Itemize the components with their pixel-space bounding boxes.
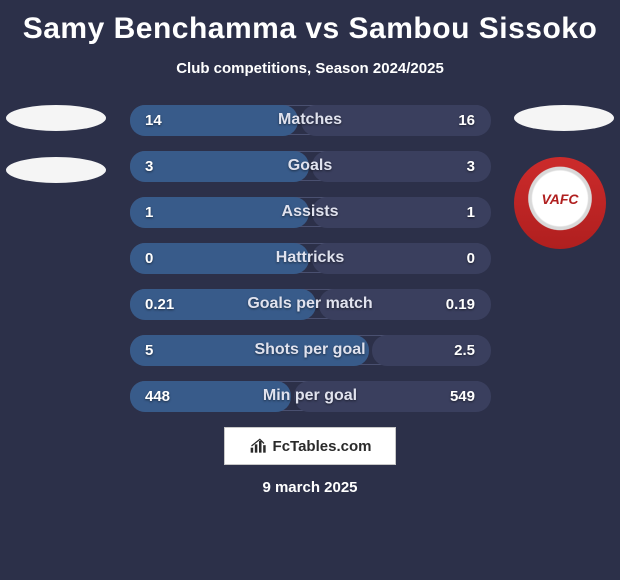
stat-label: Goals per match bbox=[247, 295, 372, 313]
stat-label: Min per goal bbox=[263, 387, 357, 405]
stat-label: Assists bbox=[282, 203, 339, 221]
brand-text: FcTables.com bbox=[273, 438, 372, 455]
stat-value-right: 0.19 bbox=[446, 296, 475, 313]
stat-value-left: 1 bbox=[145, 204, 153, 221]
player-ellipse bbox=[514, 105, 614, 131]
stat-label: Goals bbox=[288, 157, 332, 175]
stat-row: 14 Matches 16 bbox=[130, 105, 490, 135]
fctables-logo: FcTables.com bbox=[224, 427, 396, 465]
stat-value-left: 0 bbox=[145, 250, 153, 267]
stat-label: Shots per goal bbox=[254, 341, 365, 359]
stat-label: Matches bbox=[278, 111, 342, 129]
stat-label: Hattricks bbox=[276, 249, 344, 267]
stat-value-left: 5 bbox=[145, 342, 153, 359]
stats-table: 14 Matches 16 3 Goals 3 1 Assists 1 0 Hattricks 0 0.… bbox=[130, 105, 490, 411]
stat-row: 5 Shots per goal 2.5 bbox=[130, 335, 490, 365]
stat-value-right: 3 bbox=[467, 158, 475, 175]
left-player-icons bbox=[6, 105, 106, 209]
stat-bar-left bbox=[130, 151, 309, 182]
chart-icon bbox=[249, 437, 269, 455]
stat-row: 3 Goals 3 bbox=[130, 151, 490, 181]
stat-value-right: 1 bbox=[467, 204, 475, 221]
page-subtitle: Club competitions, Season 2024/2025 bbox=[0, 60, 620, 77]
footer-date: 9 march 2025 bbox=[0, 479, 620, 496]
stat-value-right: 16 bbox=[458, 112, 475, 129]
page-title: Samy Benchamma vs Sambou Sissoko bbox=[0, 0, 620, 46]
club-badge bbox=[514, 157, 606, 249]
stat-bar-right bbox=[312, 151, 491, 182]
stat-row: 0.21 Goals per match 0.19 bbox=[130, 289, 490, 319]
comparison-body: 14 Matches 16 3 Goals 3 1 Assists 1 0 Hattricks 0 0.… bbox=[0, 105, 620, 411]
stat-value-left: 14 bbox=[145, 112, 162, 129]
player-ellipse bbox=[6, 105, 106, 131]
stat-value-left: 3 bbox=[145, 158, 153, 175]
stat-value-left: 448 bbox=[145, 388, 170, 405]
stat-value-left: 0.21 bbox=[145, 296, 174, 313]
right-player-icons bbox=[514, 105, 614, 249]
stat-value-right: 549 bbox=[450, 388, 475, 405]
stat-row: 1 Assists 1 bbox=[130, 197, 490, 227]
stat-row: 448 Min per goal 549 bbox=[130, 381, 490, 411]
player-ellipse bbox=[6, 157, 106, 183]
stat-value-right: 0 bbox=[467, 250, 475, 267]
stat-row: 0 Hattricks 0 bbox=[130, 243, 490, 273]
stat-value-right: 2.5 bbox=[454, 342, 475, 359]
